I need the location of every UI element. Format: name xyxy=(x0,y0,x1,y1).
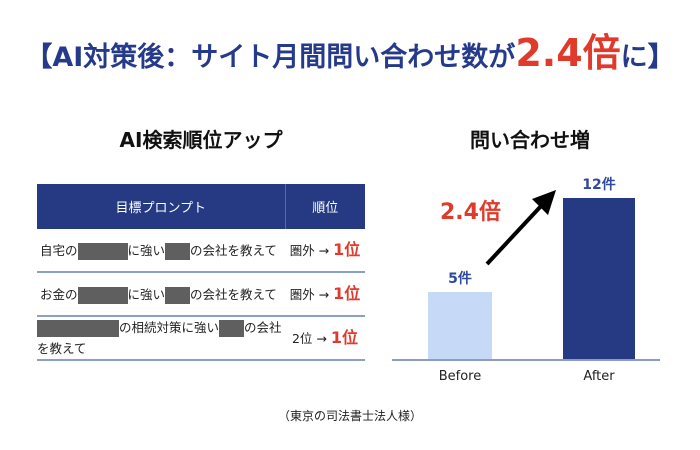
redacted-block xyxy=(165,242,191,260)
table-row: の相続対策に強い の会社を教えて 2位 → 1位 xyxy=(37,316,365,361)
bar-before xyxy=(428,291,492,359)
data-label-after: 12件 xyxy=(582,177,616,193)
arrow-up-right-icon xyxy=(485,190,556,266)
ranking-table: 目標プロンプト 順位 自宅の に強い の会社を教えて 圏外 → 1位 お金の に強い の会… xyxy=(37,184,365,361)
table-row: 自宅の に強い の会社を教えて 圏外 → 1位 xyxy=(37,229,365,273)
left-heading: AI検索順位アップ xyxy=(119,128,283,152)
data-label-before: 5件 xyxy=(448,270,472,287)
growth-annotation: 2.4倍 xyxy=(440,200,501,225)
baseline xyxy=(392,359,660,361)
redacted-block xyxy=(77,286,128,304)
header-prompt: 目標プロンプト xyxy=(37,184,285,229)
header-rank: 順位 xyxy=(284,184,365,229)
redacted-block xyxy=(77,242,128,260)
redacted-block xyxy=(219,320,245,337)
bar-after xyxy=(563,198,635,359)
page-title: 【AI対策後：サイト月間問い合わせ数が2.4倍に】 xyxy=(25,31,675,75)
x-label-before: Before xyxy=(438,369,482,384)
footer-note: （東京の司法書士法人様） xyxy=(277,409,422,423)
redacted-block xyxy=(37,320,119,337)
table-row: お金の に強い の会社を教えて 圏外 → 1位 xyxy=(37,272,365,317)
redacted-block xyxy=(165,286,191,304)
right-heading: 問い合わせ増 xyxy=(470,128,590,152)
x-label-after: After xyxy=(583,369,615,384)
